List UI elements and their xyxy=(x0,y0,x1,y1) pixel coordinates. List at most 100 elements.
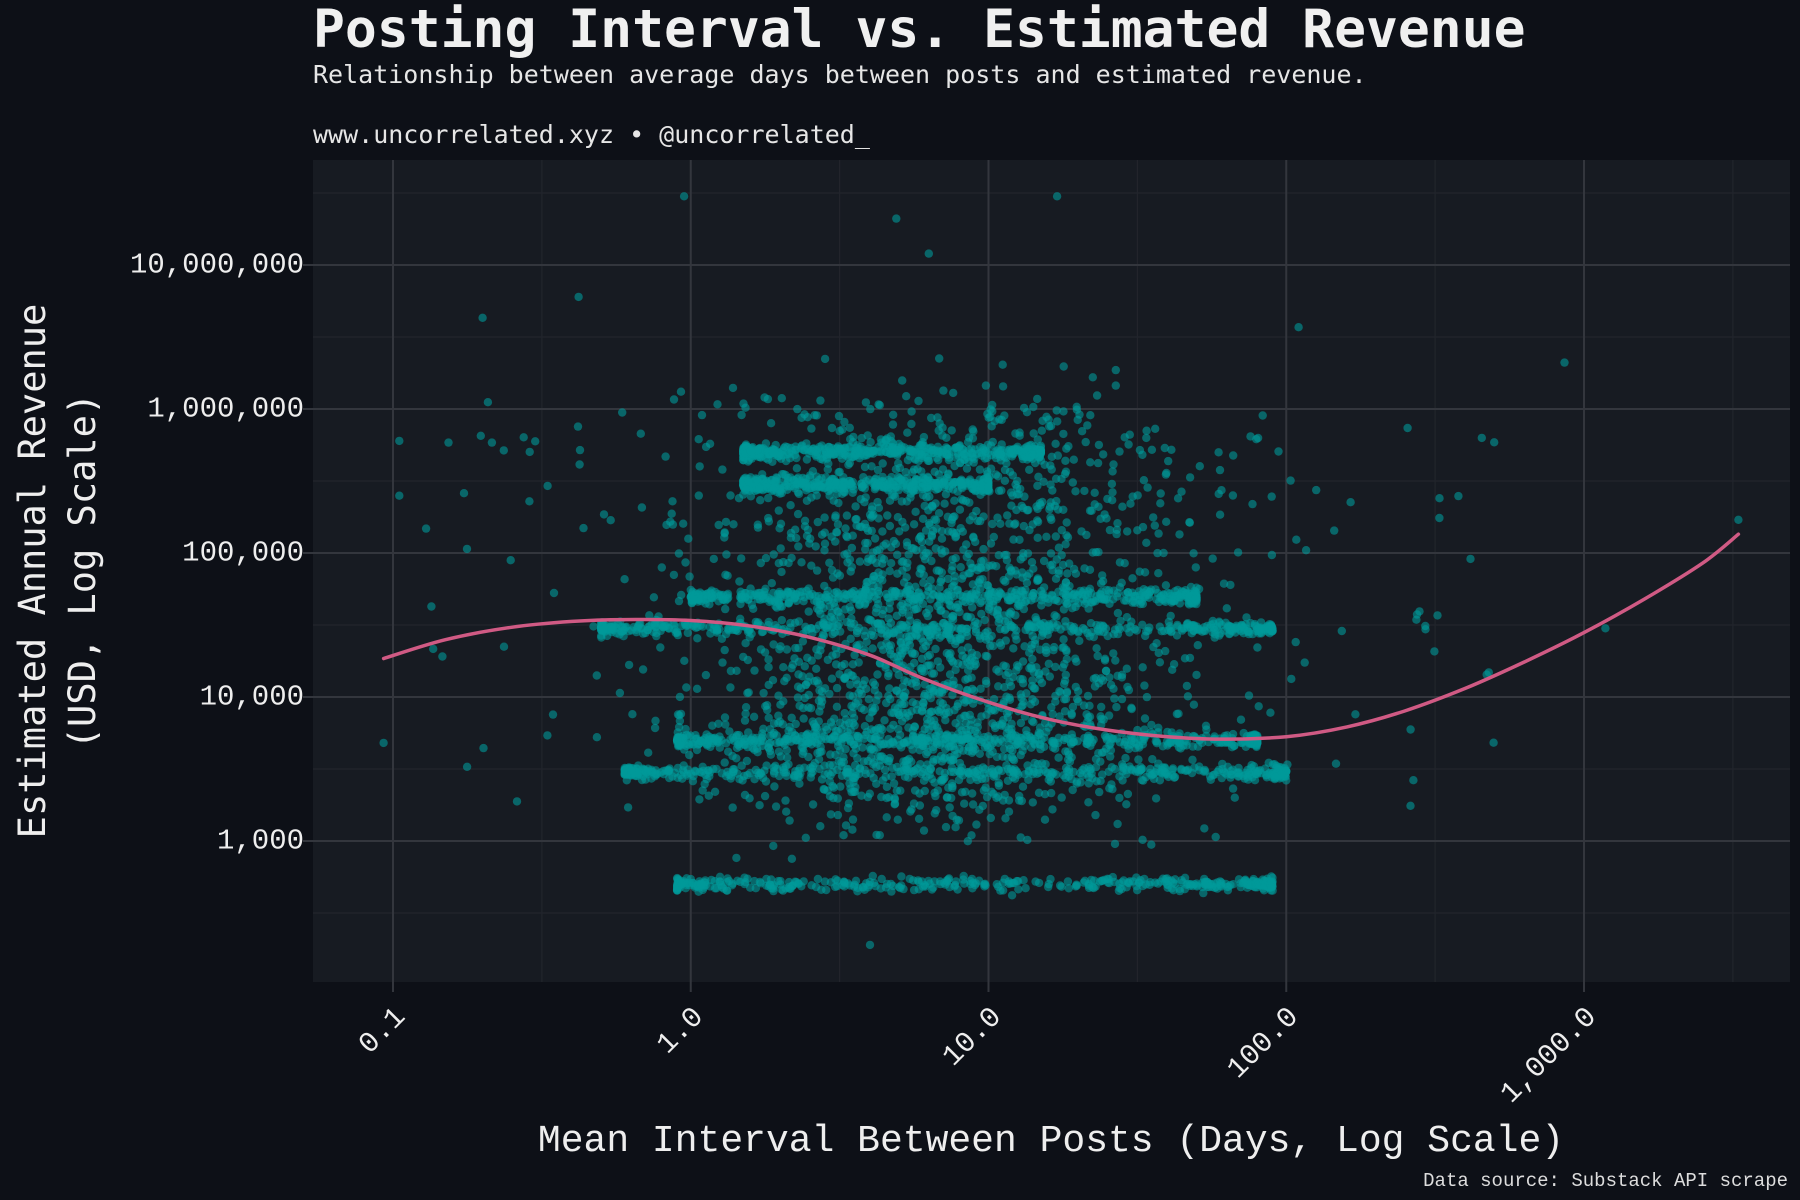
data-point xyxy=(836,782,845,791)
data-point xyxy=(828,768,837,777)
data-point xyxy=(1001,577,1010,586)
data-point xyxy=(1034,788,1044,797)
data-point xyxy=(755,485,764,494)
data-point xyxy=(826,750,835,759)
data-point xyxy=(879,541,888,550)
data-point xyxy=(806,704,816,713)
data-point xyxy=(717,634,727,643)
data-point xyxy=(979,512,988,521)
data-point xyxy=(997,486,1006,495)
data-point xyxy=(743,457,753,466)
data-point xyxy=(1075,636,1084,646)
data-point xyxy=(1022,596,1031,606)
data-point xyxy=(1215,465,1225,475)
data-point xyxy=(969,458,978,467)
data-point xyxy=(683,628,692,638)
data-point xyxy=(756,645,766,654)
data-point xyxy=(1089,632,1099,642)
data-point xyxy=(905,874,914,884)
data-point xyxy=(1030,758,1039,768)
data-point xyxy=(870,726,879,736)
data-point xyxy=(639,772,648,781)
data-point xyxy=(1101,624,1111,633)
data-point xyxy=(1148,755,1157,764)
data-point xyxy=(1039,556,1049,566)
data-point xyxy=(1074,697,1083,706)
data-point xyxy=(620,766,629,775)
data-point xyxy=(720,533,729,542)
data-point xyxy=(1005,519,1014,528)
data-point xyxy=(919,432,929,442)
data-point xyxy=(1177,764,1186,774)
data-point xyxy=(1170,773,1179,782)
data-point xyxy=(1007,891,1017,900)
data-point xyxy=(776,880,785,889)
data-point xyxy=(921,641,931,651)
data-point xyxy=(1113,592,1122,601)
data-point xyxy=(834,498,843,508)
data-point xyxy=(1087,769,1096,778)
data-point xyxy=(1048,709,1057,719)
data-point xyxy=(963,734,973,743)
data-point xyxy=(1076,778,1085,787)
data-point xyxy=(743,595,753,605)
data-point xyxy=(980,454,990,463)
data-point xyxy=(808,800,818,809)
data-point xyxy=(870,534,880,543)
data-point xyxy=(801,833,810,842)
data-point xyxy=(761,777,771,786)
data-point xyxy=(1022,726,1031,735)
data-point xyxy=(1268,873,1277,882)
data-point xyxy=(986,441,996,450)
data-point xyxy=(1095,787,1104,797)
data-point xyxy=(1018,587,1027,596)
data-point xyxy=(817,747,826,756)
data-point xyxy=(794,489,804,499)
data-point xyxy=(1061,747,1070,756)
data-point xyxy=(1228,784,1238,793)
data-point xyxy=(885,604,894,613)
data-point xyxy=(1168,764,1178,773)
data-point xyxy=(1188,755,1197,764)
data-point xyxy=(1041,760,1050,769)
data-point xyxy=(764,493,773,503)
data-point xyxy=(1029,429,1038,438)
data-point xyxy=(1046,461,1055,470)
data-point xyxy=(902,485,911,494)
data-point xyxy=(1044,659,1054,668)
data-point xyxy=(1028,736,1038,745)
data-point xyxy=(1062,518,1071,527)
data-point xyxy=(798,637,808,646)
data-point xyxy=(832,882,842,891)
data-point xyxy=(1024,775,1033,784)
data-point xyxy=(1178,878,1188,887)
data-point xyxy=(997,440,1006,449)
data-point xyxy=(938,688,947,697)
data-point xyxy=(948,527,957,536)
data-point xyxy=(1027,743,1036,752)
data-point xyxy=(919,551,928,561)
data-point xyxy=(644,622,653,632)
data-point xyxy=(589,622,598,631)
data-point xyxy=(1081,437,1090,447)
data-point xyxy=(781,470,790,480)
data-point xyxy=(925,770,934,779)
data-point xyxy=(1005,448,1015,458)
data-point xyxy=(888,449,897,458)
data-point xyxy=(812,664,821,673)
data-point xyxy=(817,441,826,450)
data-point xyxy=(822,623,831,632)
data-point xyxy=(1250,766,1260,776)
data-point xyxy=(906,493,915,502)
data-point xyxy=(1175,599,1185,608)
data-point xyxy=(935,419,944,428)
data-point xyxy=(956,563,965,572)
data-point xyxy=(1059,635,1068,644)
data-point xyxy=(878,527,887,536)
data-point xyxy=(1180,654,1190,663)
data-point xyxy=(994,781,1004,790)
data-point xyxy=(741,639,750,648)
data-point xyxy=(1003,776,1013,785)
data-point xyxy=(962,464,972,473)
data-point xyxy=(817,693,826,703)
